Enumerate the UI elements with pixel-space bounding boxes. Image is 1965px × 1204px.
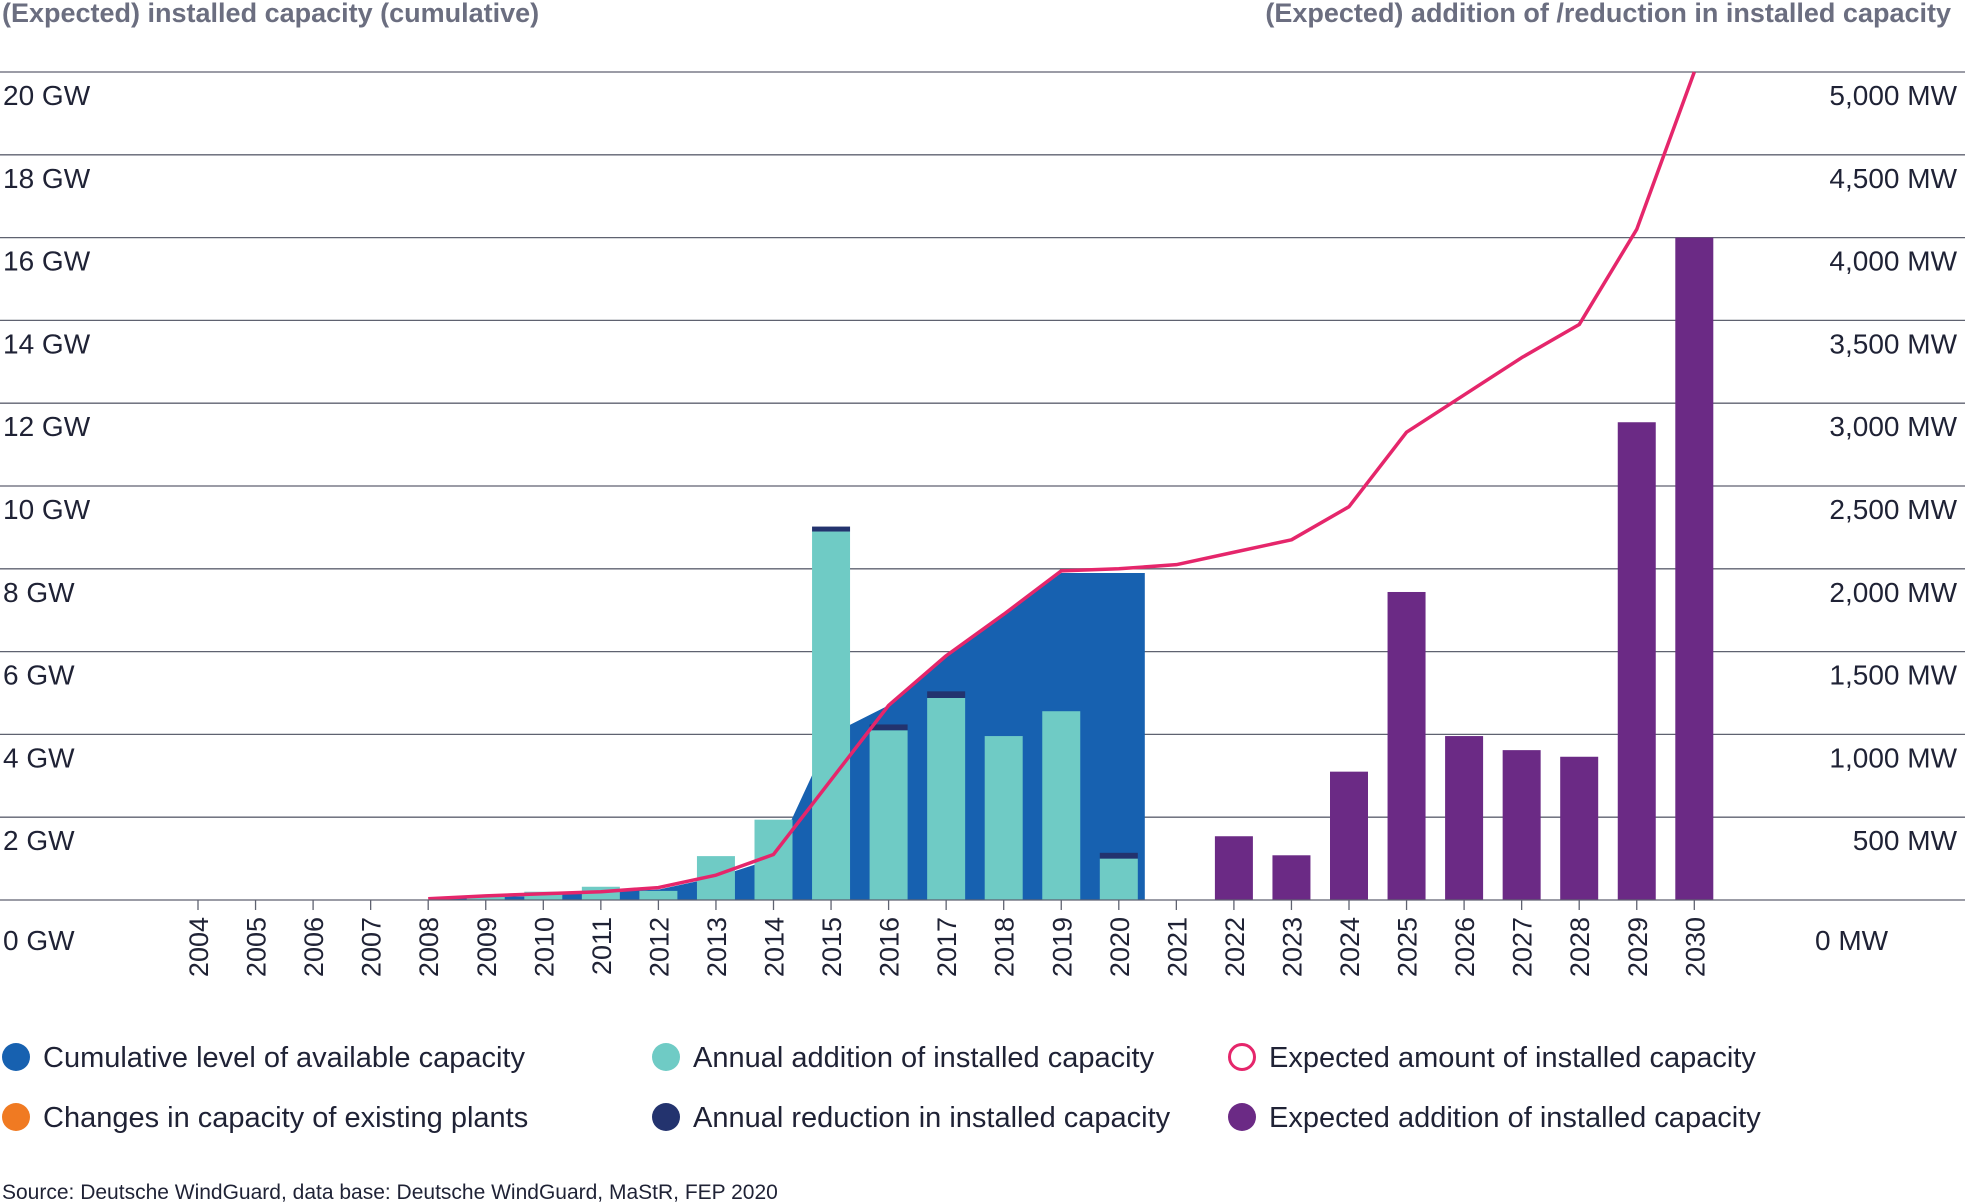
x-tick-label: 2007 [357,917,387,977]
cumulative-area-shape [198,572,1145,900]
legend-dot-icon [652,1103,680,1131]
legend-dot-icon [2,1043,30,1071]
annual-addition-bar [639,890,678,900]
right-tick-label: 3,000 MW [1829,411,1957,442]
right-tick-label: 0 MW [1815,925,1889,956]
x-tick-label: 2005 [242,917,272,977]
x-tick-label: 2030 [1680,917,1710,977]
x-tick-label: 2015 [817,917,847,977]
x-tick-label: 2020 [1105,917,1135,977]
expected-addition-bar [1445,736,1484,900]
x-tick-label: 2024 [1335,917,1365,977]
x-tick-label: 2014 [760,917,790,977]
annual-reduction-bar [812,526,851,532]
right-tick-label: 5,000 MW [1829,80,1957,111]
left-tick-label: 20 GW [3,80,91,111]
legend-label: Cumulative level of available capacity [43,1042,525,1074]
right-axis-ticks: 0 MW 500 MW 1,000 MW 1,500 MW 2,000 MW 2,500 … [1815,80,1958,956]
x-tick-label: 2011 [587,917,617,975]
x-tick-label: 2023 [1277,917,1307,977]
gridlines [0,71,1965,818]
expected-addition-bar [1330,771,1368,900]
right-tick-label: 1,500 MW [1829,660,1957,691]
right-tick-label: 4,500 MW [1829,163,1957,194]
expected-line [428,71,1696,901]
annual-addition-bar [1099,858,1138,900]
right-tick-label: 2,000 MW [1829,577,1957,608]
right-tick-label: 500 MW [1853,825,1958,856]
legend-dot-icon [1228,1103,1256,1131]
bars [466,237,1714,901]
annual-addition-bar [812,531,851,900]
right-axis-title: (Expected) addition of /reduction in ins… [1265,0,1951,28]
x-tick-label: 2012 [644,917,674,977]
annual-addition-bar [869,730,908,900]
annual-reduction-bar [927,691,966,698]
right-tick-label: 4,000 MW [1829,246,1957,277]
legend-dot-icon [652,1043,680,1071]
x-tick-label: 2008 [414,917,444,977]
right-tick-label: 3,500 MW [1829,328,1957,359]
left-tick-label: 16 GW [3,246,91,277]
right-tick-label: 1,000 MW [1829,742,1957,773]
legend-label: Annual addition of installed capacity [693,1042,1155,1074]
expected-addition-bar [1214,836,1253,900]
expected-addition-bar [1502,750,1541,900]
legend-ring-icon [1228,1043,1256,1071]
x-tick-label: 2009 [472,917,502,977]
left-axis-ticks: 0 GW 2 GW 4 GW 6 GW 8 GW 10 GW 12 GW 14 GW 16 GW… [3,80,91,956]
left-tick-label: 18 GW [3,163,91,194]
right-tick-label: 2,500 MW [1829,494,1957,525]
annual-addition-bar [984,736,1023,900]
legend-label: Annual reduction in installed capacity [693,1102,1171,1134]
left-axis-title: (Expected) installed capacity (cumulativ… [2,0,539,28]
annual-addition-bar [1042,711,1081,900]
left-tick-label: 6 GW [3,660,75,691]
left-tick-label: 10 GW [3,494,91,525]
x-tick-label: 2010 [529,917,559,977]
x-tick-label: 2021 [1162,917,1192,977]
annual-reduction-bar [1099,852,1138,859]
x-tick-label: 2025 [1393,917,1423,977]
legend-label: Expected amount of installed capacity [1269,1042,1756,1074]
x-tick-label: 2029 [1623,917,1653,977]
expected-addition-bar [1560,756,1599,900]
x-tick-label: 2006 [299,917,329,977]
left-tick-label: 2 GW [3,825,75,856]
x-tick-label: 2004 [184,917,214,977]
x-tick-label: 2027 [1508,917,1538,977]
x-tick-label: 2018 [990,917,1020,977]
annual-reduction-bar [869,724,908,731]
source-note: Source: Deutsche WindGuard, data base: D… [2,1181,778,1204]
x-tick-label: 2028 [1565,917,1595,977]
x-tick-label: 2019 [1047,917,1077,977]
expected-addition-bar [1387,591,1426,900]
expected-amount-line [428,71,1696,901]
x-axis-ticks: 2004 2005 2006 2007 2008 2009 2010 2011 2012 2013… [184,900,1710,977]
expected-addition-bar [1675,237,1714,901]
annual-addition-bar [524,891,563,900]
legend-label: Changes in capacity of existing plants [43,1102,528,1134]
legend-dot-icon [2,1103,30,1131]
legend-label: Expected addition of installed capacity [1269,1102,1761,1134]
expected-addition-bar [1617,422,1656,900]
x-tick-label: 2022 [1220,917,1250,977]
x-tick-label: 2016 [875,917,905,977]
expected-addition-bar [1272,855,1311,900]
x-tick-label: 2013 [702,917,732,977]
annual-addition-bar [927,697,966,900]
left-tick-label: 0 GW [3,925,75,956]
legend: Cumulative level of available capacity An… [2,1042,1761,1134]
cumulative-area [198,572,1145,900]
left-tick-label: 14 GW [3,328,91,359]
left-tick-label: 8 GW [3,577,75,608]
x-tick-label: 2026 [1450,917,1480,977]
left-tick-label: 4 GW [3,742,75,773]
annual-addition-bar [466,897,505,900]
left-tick-label: 12 GW [3,411,91,442]
x-tick-label: 2017 [932,917,962,977]
